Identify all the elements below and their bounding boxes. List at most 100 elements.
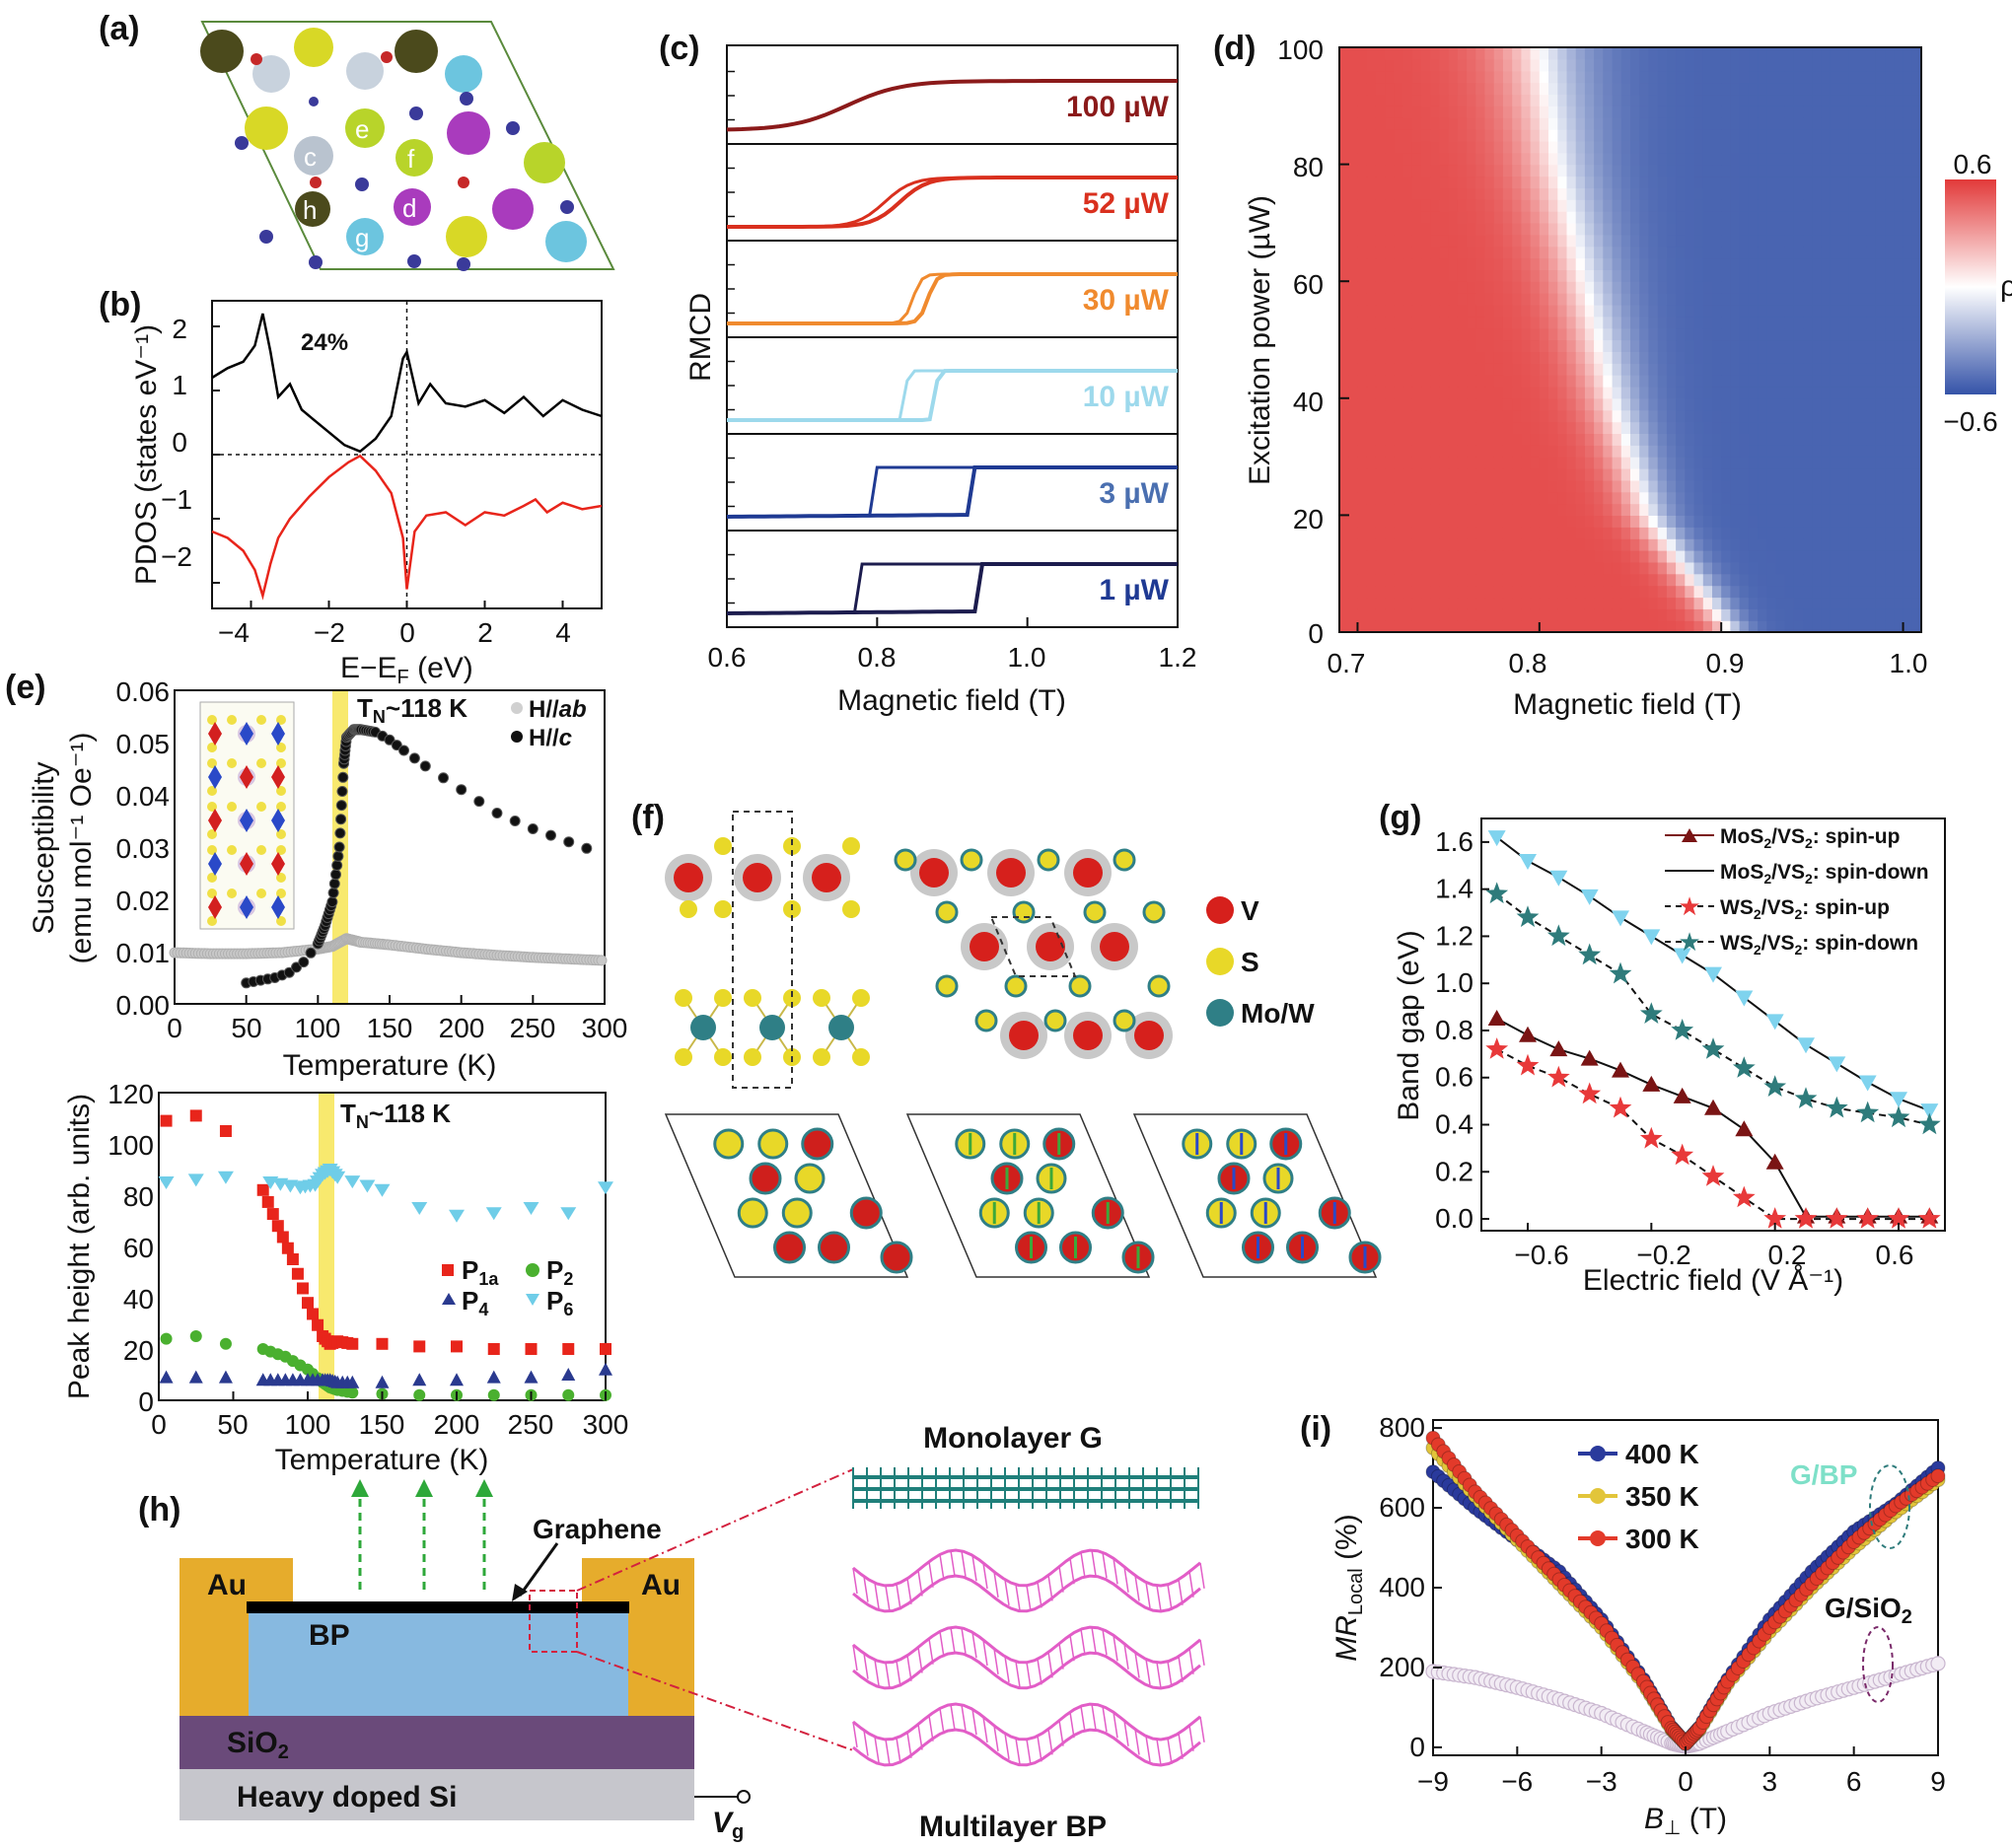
heatmap-cell [1666, 538, 1677, 551]
heatmap-cell [1812, 164, 1823, 178]
chi-point [327, 887, 339, 898]
heatmap-cell [1648, 117, 1659, 130]
x-tick: −4 [218, 617, 250, 648]
heatmap-cell [1758, 164, 1767, 178]
heatmap-cell [1812, 561, 1823, 575]
heatmap-cell [1748, 421, 1759, 434]
heatmap-cell [1357, 164, 1368, 178]
heatmap-cell [1348, 70, 1358, 84]
y-tick: 0 [1308, 618, 1324, 649]
heatmap-cell [1620, 550, 1631, 563]
heatmap-cell [1439, 620, 1450, 633]
heatmap-cell [1739, 608, 1750, 621]
heatmap-cell [1839, 527, 1849, 539]
heatmap-cell [1548, 140, 1558, 154]
heatmap-cell [1439, 479, 1450, 493]
heatmap-cell [1885, 327, 1895, 341]
heatmap-cell [1748, 152, 1759, 166]
heatmap-cell [1885, 339, 1895, 352]
peak-point [189, 1109, 202, 1122]
bp-bond [1156, 1739, 1162, 1765]
band-gap-point [1612, 910, 1629, 927]
heatmap-cell [1612, 82, 1622, 96]
heatmap-cell [1612, 47, 1622, 60]
heatmap-cell [1885, 47, 1895, 60]
heatmap-cell [1575, 457, 1586, 469]
atom [256, 888, 266, 898]
heatmap-cell [1493, 152, 1504, 166]
heatmap-cell [1784, 375, 1795, 388]
bp-bond [1026, 1739, 1032, 1765]
heatmap-cell [1630, 585, 1640, 599]
heatmap-cell [1739, 503, 1750, 516]
heatmap-cell [1584, 117, 1595, 130]
heatmap-cell [1375, 70, 1386, 84]
heatmap-cell [1448, 70, 1459, 84]
heatmap-cell [1857, 281, 1868, 294]
heatmap-cell [1693, 457, 1704, 469]
heatmap-cell [1657, 70, 1668, 84]
heatmap-cell [1685, 608, 1695, 621]
heatmap-cell [1448, 445, 1459, 458]
heatmap-cell [1475, 457, 1486, 469]
heatmap-cell [1467, 375, 1476, 388]
heatmap-cell [1421, 246, 1431, 259]
peak-point [189, 1330, 202, 1342]
heatmap-cell [1875, 199, 1886, 212]
x-tick: −0.6 [1514, 1240, 1568, 1270]
heatmap-cell [1502, 327, 1513, 341]
heatmap-cell [1839, 608, 1849, 621]
heatmap-cell [1467, 363, 1476, 376]
heatmap-cell [1793, 445, 1804, 458]
heatmap-cell [1848, 386, 1859, 399]
heatmap-cell [1457, 457, 1468, 469]
heatmap-cell [1575, 257, 1586, 270]
heatmap-cell [1648, 211, 1659, 224]
heatmap-cell [1730, 491, 1741, 505]
heatmap-cell [1821, 620, 1832, 633]
heatmap-cell [1911, 515, 1922, 528]
heatmap-cell [1821, 316, 1832, 329]
heatmap-cell [1539, 397, 1549, 411]
heatmap-cell [1530, 421, 1541, 434]
heatmap-cell [1594, 234, 1604, 248]
heatmap-cell [1766, 421, 1777, 434]
heatmap-cell [1730, 339, 1741, 352]
heatmap-cell [1630, 409, 1640, 423]
heatmap-cell [1784, 316, 1795, 329]
heatmap-cell [1457, 281, 1468, 294]
heatmap-cell [1784, 433, 1795, 446]
heatmap-cell [1548, 585, 1558, 599]
heatmap-cell [1439, 608, 1450, 621]
heatmap-cell [1448, 58, 1459, 72]
heatmap-cell [1366, 281, 1377, 294]
heatmap-cell [1421, 47, 1431, 60]
heatmap-cell [1348, 281, 1358, 294]
heatmap-cell [1676, 620, 1686, 633]
heatmap-cell [1512, 515, 1522, 528]
heatmap-cell [1866, 339, 1877, 352]
heatmap-cell [1702, 573, 1713, 587]
heatmap-cell [1784, 164, 1795, 178]
heatmap-cell [1784, 421, 1795, 434]
heatmap-cell [1603, 397, 1614, 411]
heatmap-cell [1903, 351, 1913, 364]
bp-bond [993, 1571, 999, 1598]
heatmap-cell [1430, 351, 1440, 364]
heatmap-cell [1612, 211, 1622, 224]
bp-bond [1188, 1725, 1194, 1751]
heatmap-cell [1375, 152, 1386, 166]
heatmap-cell [1575, 152, 1586, 166]
heatmap-cell [1775, 94, 1786, 107]
bp-bond [917, 1570, 923, 1597]
heatmap-cell [1475, 187, 1486, 200]
heatmap-cell [1676, 479, 1686, 493]
heatmap-cell [1702, 222, 1713, 236]
heatmap-cell [1493, 375, 1504, 388]
heatmap-cell [1539, 561, 1549, 575]
heatmap-cell [1584, 187, 1595, 200]
heatmap-cell [1411, 433, 1422, 446]
heatmap-cell [1639, 386, 1649, 399]
y-tick: 0.4 [1435, 1109, 1473, 1140]
heatmap-cell [1375, 257, 1386, 270]
